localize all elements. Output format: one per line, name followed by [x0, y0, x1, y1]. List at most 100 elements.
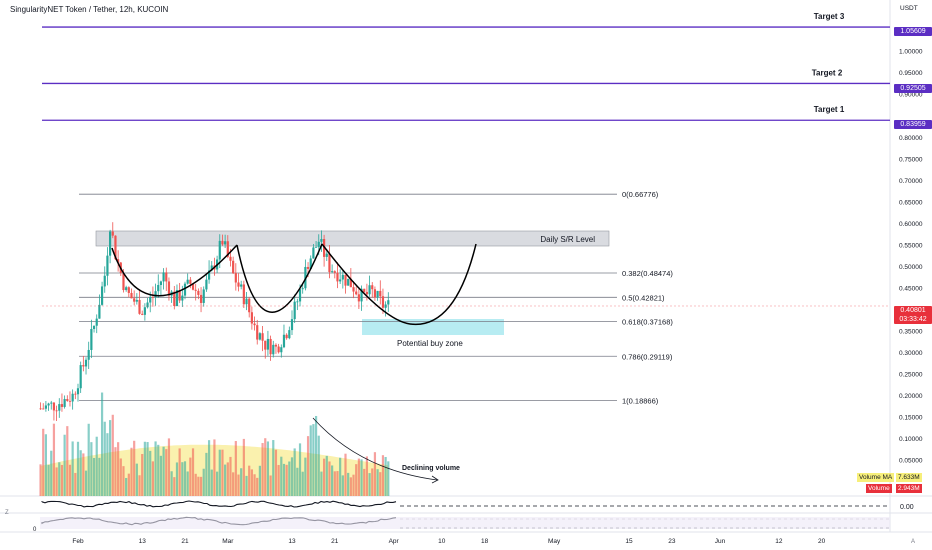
candle-body: [47, 403, 50, 406]
y-tick-label: 0.50000: [899, 264, 923, 271]
candle-body: [173, 291, 176, 306]
candle-body: [325, 253, 328, 257]
volume-bar: [344, 453, 347, 496]
candle-body: [301, 288, 304, 290]
volume-bar: [47, 464, 50, 496]
x-tick-label: 13: [139, 538, 147, 545]
candle-body: [229, 256, 232, 261]
declining-volume-arrow: [312, 417, 438, 481]
daily-sr-zone[interactable]: [95, 230, 610, 247]
candle-body: [39, 408, 42, 410]
volume-bar: [317, 435, 320, 496]
candle-body: [288, 330, 291, 339]
candle-body: [232, 260, 235, 274]
volume-bar: [387, 461, 390, 496]
volume-bar: [167, 438, 171, 496]
volume-bar: [355, 464, 358, 496]
candle-body: [68, 400, 72, 402]
candle-body: [242, 284, 245, 305]
volume-bar: [194, 473, 197, 496]
volume-legend: Volume: [866, 484, 892, 493]
cup-pattern-drawing[interactable]: [111, 243, 477, 326]
y-tick-label: 0.15000: [899, 415, 923, 422]
candle-body: [373, 289, 377, 298]
candle-body: [336, 272, 339, 282]
buy-zone[interactable]: [362, 319, 504, 335]
volume-bar: [285, 464, 288, 496]
volume-bar: [213, 439, 216, 496]
volume-bar: [210, 469, 213, 496]
volume-bar: [323, 458, 326, 496]
candle-body: [133, 298, 136, 302]
volume-bar: [266, 441, 270, 496]
x-tick-label: 13: [288, 538, 296, 545]
candle-body: [296, 301, 299, 303]
candle-body: [186, 279, 189, 284]
volume-bar: [183, 461, 187, 496]
candle-body: [371, 285, 374, 290]
volume-bar: [314, 415, 318, 496]
volume-bar: [114, 447, 117, 496]
volume-bar: [298, 443, 302, 496]
time-axis[interactable]: Feb 13 21 Mar 13 21 Apr 10 18 May 15 23 Jun 12 20: [72, 538, 825, 545]
volume-bar: [175, 462, 179, 496]
volume-bar: [151, 461, 154, 496]
volume-bar: [229, 456, 232, 496]
buy-zone-label: Potential buy zone: [397, 339, 463, 348]
volume-bar: [181, 462, 184, 496]
candle-body: [44, 405, 47, 409]
candle-body: [175, 290, 179, 306]
price-axis[interactable]: 1.00000 0.95000 0.90000 0.80000 0.75000 0.700…: [899, 49, 923, 465]
volume-bar: [245, 475, 248, 496]
x-tick-label: Feb: [72, 538, 84, 545]
volume-bar: [117, 442, 120, 496]
candle-body: [79, 365, 82, 389]
candle-body: [245, 298, 248, 305]
current-price-label: 0.40801 03:33:42: [894, 306, 932, 324]
candle-body: [87, 349, 90, 360]
candle-body: [58, 404, 61, 411]
x-tick-label: 10: [438, 538, 446, 545]
candles: [39, 222, 390, 421]
volume-bar: [63, 434, 66, 496]
candle-body: [109, 231, 112, 256]
volume-bar: [269, 475, 272, 496]
fib-label: 0(0.66776): [622, 190, 659, 199]
volume-bar: [95, 436, 98, 496]
candle-body: [381, 296, 385, 308]
candle-body: [143, 307, 146, 315]
candle-body: [103, 275, 106, 287]
volume-bar: [146, 442, 149, 496]
volume-bar: [44, 434, 47, 496]
volume-bar: [261, 443, 264, 496]
x-tick-label: 21: [181, 538, 189, 545]
candle-body: [387, 300, 390, 305]
target-label: Target 2: [812, 68, 843, 77]
x-tick-label: 20: [818, 538, 826, 545]
y-tick-label: 0.30000: [899, 350, 923, 357]
candle-body: [167, 281, 171, 296]
candle-body: [210, 265, 213, 271]
y-tick-label: 0.55000: [899, 242, 923, 249]
volume-bar: [79, 450, 82, 496]
volume-bar: [130, 447, 133, 496]
volume-bar: [306, 436, 310, 496]
y-tick-label: 0.25000: [899, 372, 923, 379]
candle-body: [253, 323, 256, 326]
candle-body: [376, 290, 379, 298]
volume-ma-value: 7.633M: [896, 473, 922, 482]
candle-body: [341, 274, 344, 280]
candle-body: [82, 365, 85, 367]
volume-bar: [240, 468, 243, 496]
volume-bar: [357, 458, 360, 496]
fib-levels: 0(0.66776) 0.382(0.48474) 0.5(0.42821) 0.61…: [79, 190, 673, 405]
x-tick-label: 18: [481, 538, 489, 545]
candle-body: [149, 296, 152, 303]
candle-body: [92, 325, 96, 329]
volume-bar: [135, 463, 138, 496]
volume-bar: [301, 471, 304, 496]
bar-countdown: 03:33:42: [899, 316, 927, 323]
candle-body: [280, 347, 283, 353]
volume-bar: [296, 467, 299, 496]
